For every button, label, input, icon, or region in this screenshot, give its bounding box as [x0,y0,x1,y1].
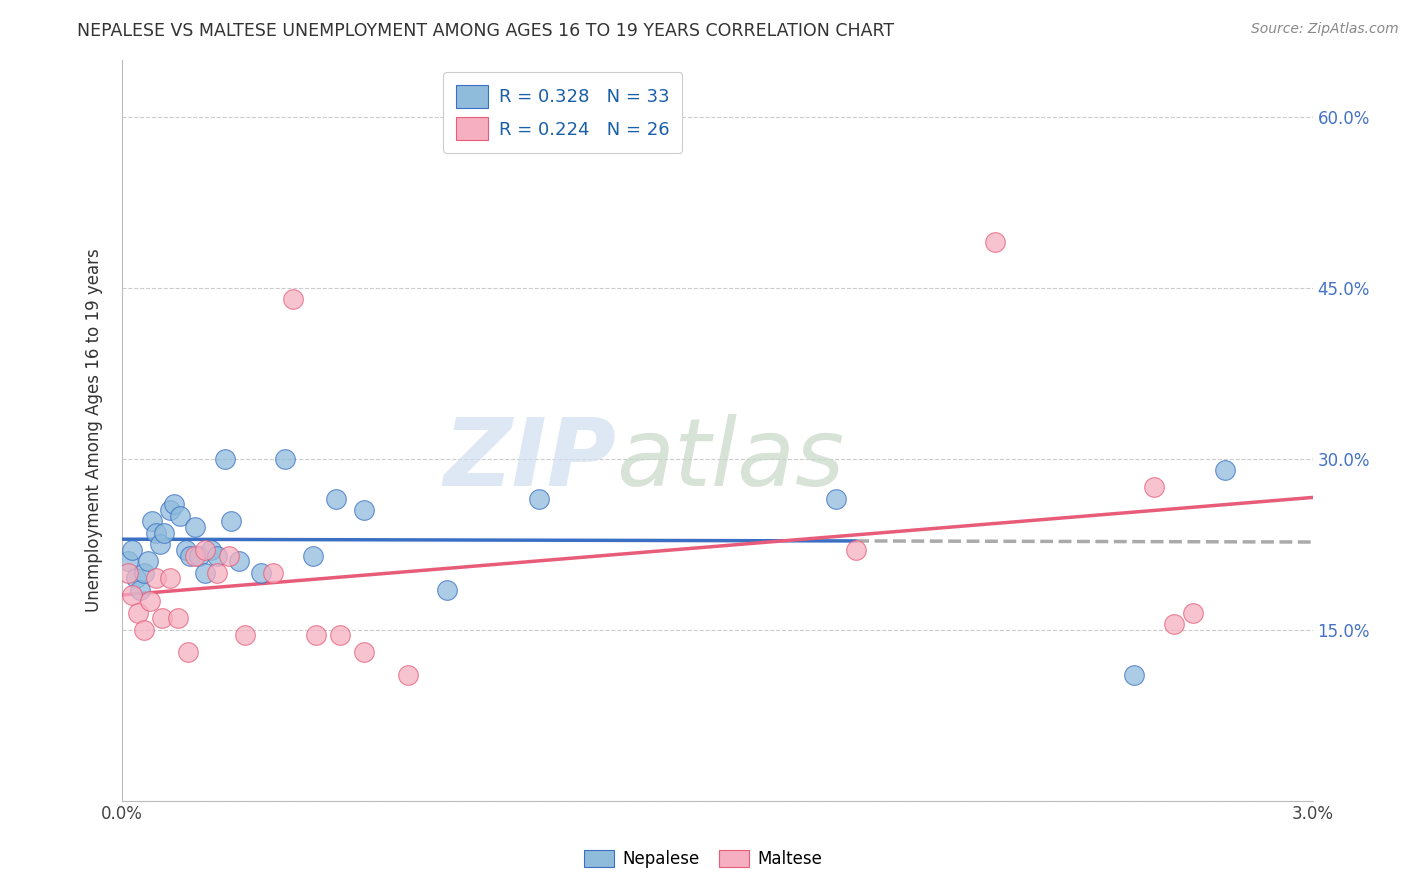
Point [1163,616,1185,631]
Point [176,645,198,659]
Point [159,503,181,517]
Point [207,549,229,563]
Point [194,542,217,557]
Point [129,582,152,597]
Point [152,525,174,540]
Point [117,554,139,568]
Point [353,645,375,659]
Legend: Nepalese, Maltese: Nepalese, Maltese [576,843,830,875]
Point [166,611,188,625]
Point [200,542,222,557]
Point [305,628,328,642]
Point [207,566,229,580]
Point [1213,463,1236,477]
Point [127,606,149,620]
Point [219,514,242,528]
Point [1143,480,1166,494]
Point [984,235,1007,249]
Point [169,508,191,523]
Point [159,571,181,585]
Y-axis label: Unemployment Among Ages 16 to 19 years: Unemployment Among Ages 16 to 19 years [86,248,103,612]
Point [121,589,143,603]
Point [139,594,162,608]
Point [145,571,167,585]
Legend: R = 0.328   N = 33, R = 0.224   N = 26: R = 0.328 N = 33, R = 0.224 N = 26 [443,72,682,153]
Point [179,549,201,563]
Text: atlas: atlas [616,414,845,505]
Point [274,451,297,466]
Point [149,537,172,551]
Point [325,491,347,506]
Point [329,628,352,642]
Point [150,611,173,625]
Point [1182,606,1205,620]
Point [1123,668,1146,682]
Point [184,520,207,534]
Point [162,497,184,511]
Point [228,554,250,568]
Point [184,549,207,563]
Point [214,451,236,466]
Point [845,542,868,557]
Point [218,549,240,563]
Point [141,514,163,528]
Point [132,623,155,637]
Point [353,503,375,517]
Point [194,566,217,580]
Point [136,554,159,568]
Point [145,525,167,540]
Point [132,566,155,580]
Text: NEPALESE VS MALTESE UNEMPLOYMENT AMONG AGES 16 TO 19 YEARS CORRELATION CHART: NEPALESE VS MALTESE UNEMPLOYMENT AMONG A… [77,22,894,40]
Point [262,566,284,580]
Point [825,491,848,506]
Point [117,566,139,580]
Point [233,628,256,642]
Point [527,491,550,506]
Text: ZIP: ZIP [443,414,616,506]
Point [188,549,211,563]
Point [396,668,419,682]
Text: Source: ZipAtlas.com: Source: ZipAtlas.com [1251,22,1399,37]
Point [125,571,148,585]
Point [250,566,273,580]
Point [121,542,143,557]
Point [301,549,323,563]
Point [174,542,197,557]
Point [281,292,304,306]
Point [436,582,458,597]
